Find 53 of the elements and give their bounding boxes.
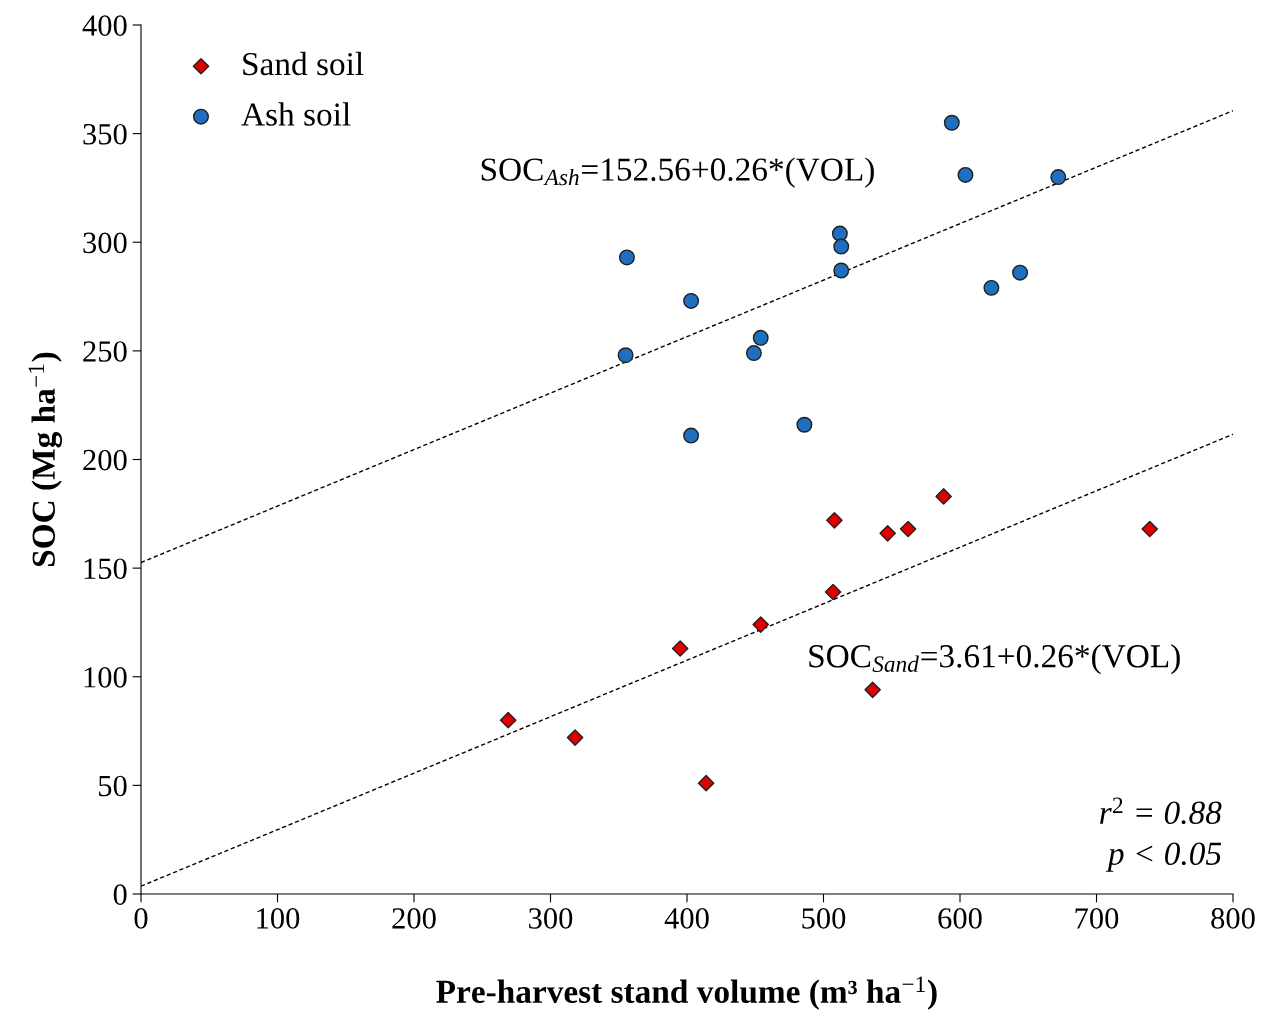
x-axis-title: Pre-harvest stand volume (m³ ha$^{−1}$) bbox=[436, 976, 937, 1010]
y-tick-label: 50 bbox=[99, 775, 127, 797]
legend-label: Sand soil bbox=[243, 51, 364, 76]
point bbox=[566, 729, 584, 746]
annotation: SOC$_{Sand}$=3.61+0.26*(VOL) bbox=[809, 644, 1180, 675]
x-tick-label: 100 bbox=[257, 908, 300, 929]
x-tick-label: 0 bbox=[134, 908, 148, 929]
point bbox=[957, 166, 974, 183]
point bbox=[499, 711, 517, 729]
x-tick-label: 300 bbox=[529, 908, 573, 929]
point bbox=[752, 616, 770, 633]
y-axis-title: SOC (Mg ha$^{−1}$) bbox=[28, 352, 62, 567]
point bbox=[899, 520, 917, 538]
y-tick-label: 100 bbox=[84, 667, 127, 688]
point bbox=[1012, 264, 1029, 281]
point bbox=[824, 583, 842, 601]
y-tick-label: 400 bbox=[82, 15, 127, 36]
point bbox=[864, 681, 881, 699]
point bbox=[935, 488, 952, 505]
y-tick-label: 0 bbox=[113, 884, 127, 905]
annotation: p < 0.05 bbox=[1105, 842, 1222, 872]
point bbox=[983, 279, 1000, 296]
point bbox=[697, 774, 715, 792]
legend-label: Ash soil bbox=[241, 102, 351, 126]
y-tick-label: 300 bbox=[83, 232, 127, 254]
x-tick-label: 400 bbox=[664, 908, 709, 929]
point bbox=[671, 640, 689, 657]
annotation: r$^{2}$ = 0.88 bbox=[1100, 797, 1222, 825]
point bbox=[879, 525, 896, 542]
point bbox=[831, 225, 848, 242]
point bbox=[826, 512, 843, 529]
x-tick-label: 600 bbox=[938, 908, 982, 929]
point bbox=[617, 347, 634, 364]
y-tick-label: 250 bbox=[83, 341, 127, 362]
point bbox=[752, 329, 769, 346]
point bbox=[833, 238, 850, 255]
point bbox=[796, 416, 813, 433]
x-tick-label: 200 bbox=[392, 908, 436, 929]
x-tick-label: 500 bbox=[802, 908, 846, 929]
point bbox=[1050, 169, 1067, 186]
point bbox=[683, 292, 700, 309]
point bbox=[618, 249, 635, 266]
annotation: SOC$_{Ash}$=152.56+0.26*(VOL) bbox=[481, 157, 874, 188]
point bbox=[1141, 520, 1159, 538]
y-tick-label: 200 bbox=[83, 449, 127, 471]
x-tick-label: 700 bbox=[1075, 908, 1119, 929]
point bbox=[745, 345, 762, 362]
point bbox=[683, 427, 700, 444]
x-tick-label: 800 bbox=[1211, 908, 1255, 929]
y-tick-label: 350 bbox=[83, 123, 127, 145]
y-tick-label: 150 bbox=[84, 558, 127, 580]
point bbox=[833, 262, 850, 279]
point bbox=[943, 114, 960, 131]
